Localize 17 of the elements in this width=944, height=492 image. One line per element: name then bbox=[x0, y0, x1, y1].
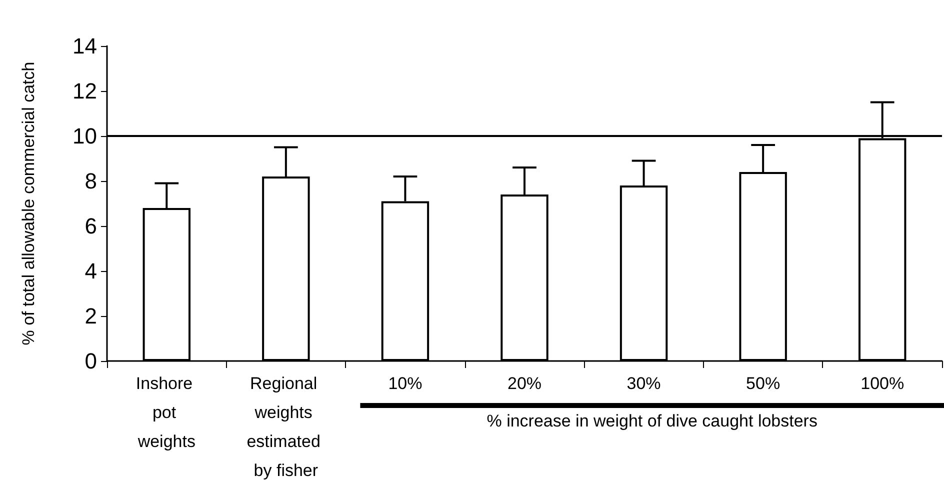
y-tick-label: 10 bbox=[72, 124, 97, 148]
x-tick-label: 30% bbox=[626, 374, 661, 393]
text: % increase in weight of dive caught lobsters bbox=[486, 412, 818, 430]
y-tick-label: 0 bbox=[84, 348, 97, 374]
y-tick-label: 14 bbox=[72, 34, 97, 58]
x-tick-label: 20% bbox=[507, 374, 542, 393]
y-axis-title: % of total allowable commercial catch bbox=[19, 62, 38, 346]
y-tick-label: 12 bbox=[72, 78, 97, 104]
y-tick-label: 4 bbox=[84, 258, 97, 284]
x-tick-label: Regional weights estimated by fisher bbox=[246, 374, 326, 480]
x-tick-label: 10% bbox=[388, 374, 422, 393]
x-tick-label: 100% bbox=[860, 374, 904, 393]
x-tick-label: 50% bbox=[746, 374, 780, 393]
y-tick-label: 6 bbox=[84, 214, 97, 238]
y-tick-label: 8 bbox=[84, 168, 97, 194]
x-tick-label: Inshore pot weights bbox=[136, 374, 198, 451]
y-tick-label: 2 bbox=[84, 304, 97, 328]
